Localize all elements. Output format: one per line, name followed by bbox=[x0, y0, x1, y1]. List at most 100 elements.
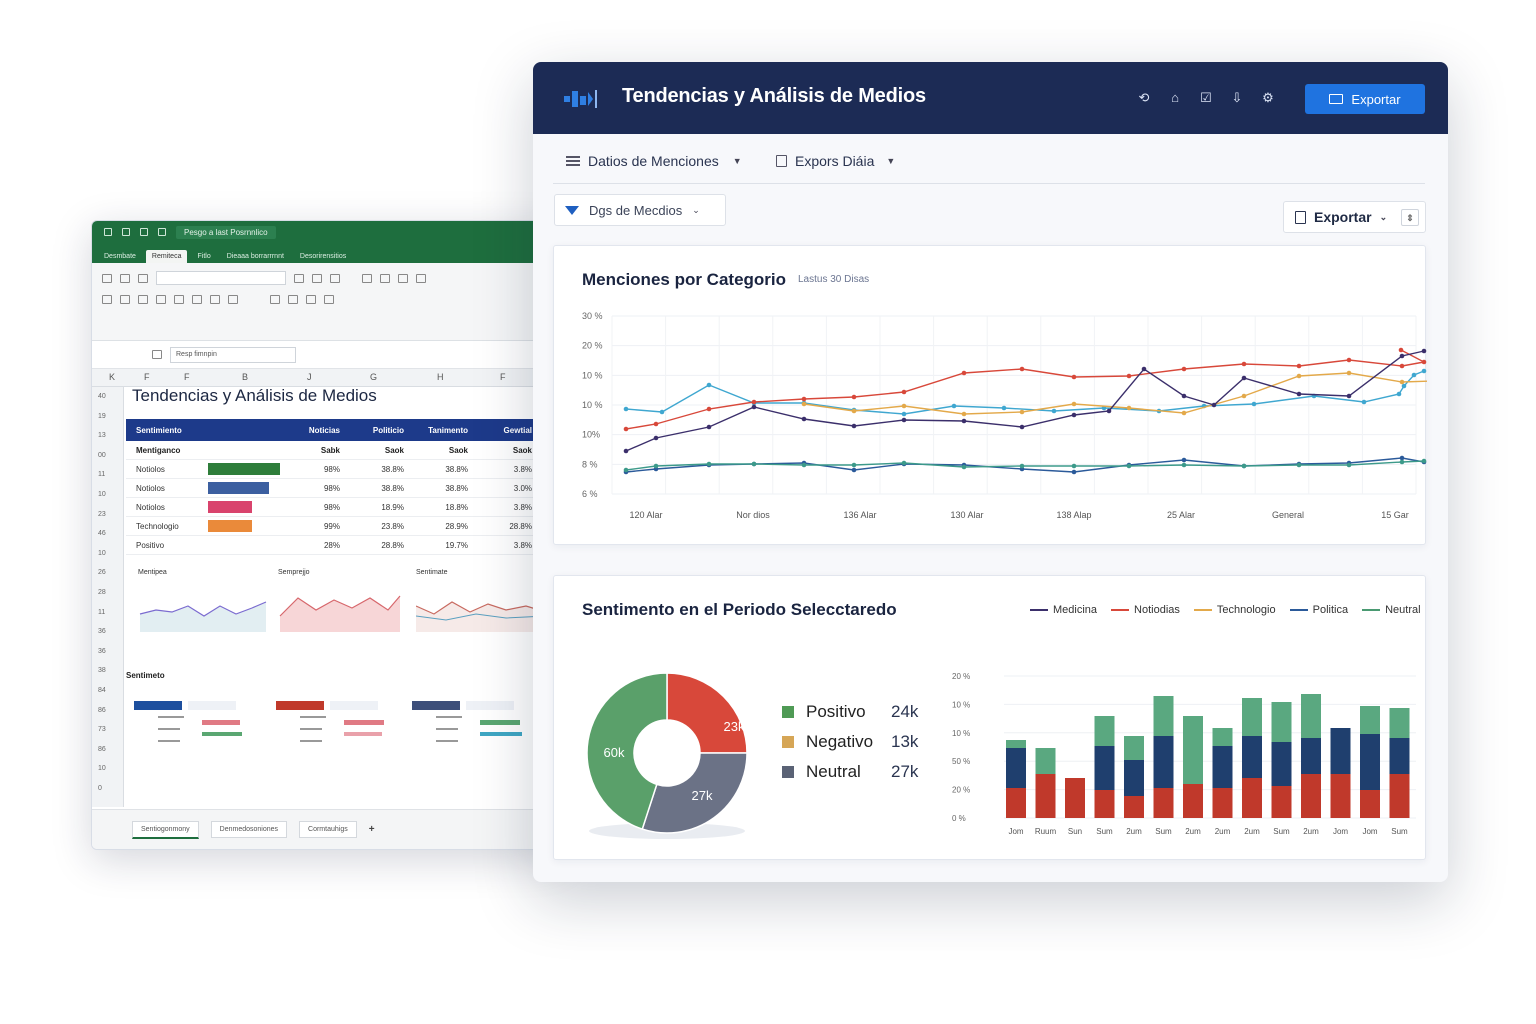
legend-item[interactable]: Medicina bbox=[1030, 604, 1097, 616]
undo-icon[interactable] bbox=[104, 228, 112, 236]
export-button[interactable]: Exportar bbox=[1305, 84, 1425, 114]
close-icon[interactable] bbox=[330, 273, 340, 283]
sheet-tab[interactable]: Sentiogonmony bbox=[132, 820, 199, 839]
legend-item[interactable]: Politica bbox=[1289, 604, 1348, 616]
table-row[interactable]: Positivo 28% 28.8% 19.7% 3.8% bbox=[126, 536, 560, 555]
bar-segment bbox=[1006, 740, 1026, 748]
row-number[interactable]: 13 bbox=[98, 432, 106, 440]
data-point bbox=[1001, 405, 1007, 411]
column-header[interactable]: B bbox=[242, 372, 249, 382]
mentions-menu[interactable]: Datios de Menciones ▼ bbox=[566, 153, 742, 169]
chevron-down-icon: ⌄ bbox=[1379, 211, 1388, 222]
row-number[interactable]: 84 bbox=[98, 687, 106, 694]
table-row[interactable]: Technologio 99% 23.8% 28.9% 28.8% bbox=[126, 517, 560, 536]
indent-icon[interactable] bbox=[270, 295, 280, 304]
redo-icon[interactable] bbox=[140, 228, 148, 236]
font-select[interactable] bbox=[156, 271, 286, 285]
table-row[interactable]: Mentiganco Sabk Saok Saok Saok bbox=[126, 441, 560, 460]
ribbon-tab[interactable]: Desmbate bbox=[104, 253, 136, 260]
sheet-tab[interactable]: Denmedosoniones bbox=[210, 821, 288, 838]
ribbon-tab[interactable]: Dieaaa borrarrrnnt bbox=[226, 253, 284, 260]
refresh-icon[interactable]: ⟲ bbox=[1138, 90, 1150, 105]
column-header[interactable]: H bbox=[437, 372, 444, 382]
export-menu[interactable]: Expors Diáia ▼ bbox=[776, 153, 895, 169]
data-point bbox=[1071, 374, 1077, 380]
row-number[interactable]: 38 bbox=[98, 667, 106, 675]
border-icon[interactable] bbox=[174, 295, 184, 304]
filter-icon[interactable] bbox=[324, 295, 334, 304]
add-sheet-icon[interactable]: + bbox=[368, 824, 375, 835]
row-number[interactable]: 73 bbox=[98, 726, 106, 734]
fill-color-icon[interactable] bbox=[192, 295, 202, 304]
row-number[interactable]: 10 bbox=[98, 549, 106, 557]
search-icon[interactable] bbox=[158, 228, 166, 236]
list-icon[interactable] bbox=[306, 295, 316, 304]
format-icon[interactable] bbox=[312, 273, 322, 283]
table-row[interactable]: Notiolos 98% 38.8% 38.8% 3.8% bbox=[126, 460, 560, 479]
row-number[interactable]: 86 bbox=[98, 706, 106, 714]
ribbon-tab[interactable]: Remiteca bbox=[145, 250, 188, 263]
save-icon[interactable] bbox=[122, 228, 130, 236]
row-number[interactable]: 46 bbox=[98, 530, 106, 538]
ribbon-tab[interactable]: Fitlo bbox=[197, 253, 211, 260]
media-filter[interactable]: Dgs de Mecdios ⌄ bbox=[554, 194, 726, 226]
row-number[interactable]: 23 bbox=[98, 510, 106, 518]
table-icon[interactable] bbox=[102, 295, 112, 304]
legend-item[interactable]: Technologio bbox=[1193, 604, 1276, 616]
chevron-down-icon[interactable] bbox=[294, 273, 304, 283]
column-header[interactable]: K bbox=[109, 372, 116, 382]
row-number[interactable]: 0 bbox=[98, 785, 102, 792]
row-number[interactable]: 86 bbox=[98, 745, 106, 753]
row-number[interactable]: 10 bbox=[98, 491, 106, 498]
row-number[interactable]: 26 bbox=[98, 569, 106, 577]
merge-icon[interactable] bbox=[228, 295, 238, 304]
row-number[interactable]: 11 bbox=[98, 608, 106, 616]
copy-icon[interactable] bbox=[138, 273, 148, 283]
underline-icon[interactable] bbox=[156, 295, 166, 304]
font-color-icon[interactable] bbox=[210, 295, 220, 304]
download-icon[interactable]: ⇩ bbox=[1231, 90, 1243, 105]
y-tick-label: 10 % bbox=[582, 370, 603, 380]
column-header[interactable]: F bbox=[184, 372, 190, 382]
bar-segment bbox=[1330, 728, 1351, 774]
legend-item[interactable]: Neutral bbox=[1362, 604, 1421, 616]
wrap-icon[interactable] bbox=[416, 273, 426, 283]
legend-item[interactable]: Notiodias bbox=[1111, 604, 1180, 616]
inbox-icon[interactable]: ☑ bbox=[1200, 90, 1212, 105]
row-number[interactable]: 10 bbox=[98, 765, 106, 773]
column-header[interactable]: F bbox=[500, 372, 506, 382]
cut-icon[interactable] bbox=[120, 273, 130, 283]
user-icon[interactable]: ⌂ bbox=[1171, 90, 1179, 105]
table-row[interactable]: Notiolos 98% 18.9% 18.8% 3.8% bbox=[126, 498, 560, 517]
settings-icon[interactable]: ⚙ bbox=[1262, 90, 1274, 105]
card-title: Menciones por Categorio bbox=[582, 270, 787, 289]
row-number[interactable]: 00 bbox=[98, 451, 106, 459]
outdent-icon[interactable] bbox=[288, 295, 298, 304]
row-number[interactable]: 40 bbox=[98, 393, 106, 400]
x-tick-label: Sum bbox=[1273, 827, 1290, 836]
sheet-tab[interactable]: Cormtauhigs bbox=[299, 821, 357, 838]
paste-icon[interactable] bbox=[102, 273, 112, 283]
ribbon-tab[interactable]: Desorirensitios bbox=[299, 253, 347, 260]
function-icon[interactable] bbox=[152, 350, 162, 359]
column-header[interactable]: F bbox=[144, 372, 150, 382]
align-right-icon[interactable] bbox=[398, 273, 408, 283]
stepper-icon[interactable]: ⇕ bbox=[1401, 209, 1419, 226]
name-box[interactable]: Resp fimnpin bbox=[170, 346, 296, 363]
column-header[interactable]: J bbox=[307, 372, 312, 382]
y-tick-label: 10 % bbox=[952, 729, 970, 738]
row-number[interactable]: 11 bbox=[98, 471, 106, 479]
align-center-icon[interactable] bbox=[380, 273, 390, 283]
align-left-icon[interactable] bbox=[362, 273, 372, 283]
italic-icon[interactable] bbox=[138, 295, 148, 304]
row-number[interactable]: 28 bbox=[98, 589, 106, 596]
legend-label: Neutral bbox=[1385, 604, 1421, 616]
table-cell: 3.0% bbox=[513, 483, 532, 493]
row-number[interactable]: 36 bbox=[98, 647, 106, 655]
table-row[interactable]: Notiolos 98% 38.8% 38.8% 3.0% bbox=[126, 479, 560, 498]
column-header[interactable]: G bbox=[370, 372, 378, 382]
row-number[interactable]: 36 bbox=[98, 628, 106, 636]
export-dropdown[interactable]: Exportar ⌄ ⇕ bbox=[1283, 201, 1426, 233]
row-number[interactable]: 19 bbox=[98, 412, 106, 420]
bold-icon[interactable] bbox=[120, 295, 130, 304]
